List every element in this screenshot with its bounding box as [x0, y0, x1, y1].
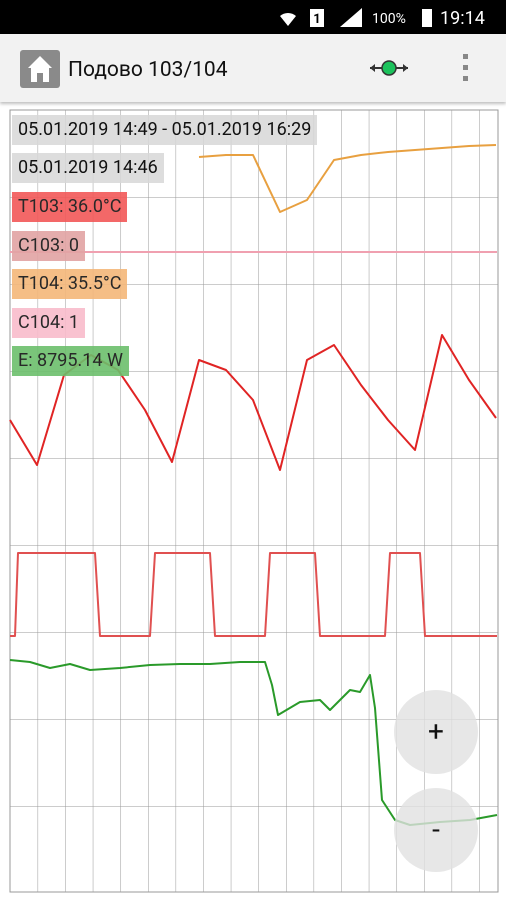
- legend-entry: T104: 35.5°C: [12, 269, 128, 299]
- horizontal-grid: [10, 110, 498, 892]
- status-bar: 1 100% 19:14: [0, 0, 506, 34]
- connection-button[interactable]: [370, 60, 408, 76]
- plot-frame: [9, 109, 499, 893]
- zoom-out-button[interactable]: -: [394, 788, 478, 872]
- clock: 19:14: [440, 8, 485, 29]
- app-bar-icons: Подово 103/104: [20, 50, 468, 88]
- cursor-label: 05.01.2019 14:46: [12, 153, 164, 183]
- legend-entry: C104: 1: [12, 307, 86, 338]
- status-icons: 1 100% 19:14: [280, 8, 485, 29]
- range-label: 05.01.2019 14:49 - 05.01.2019 16:29: [12, 115, 318, 145]
- series-line: [10, 552, 497, 637]
- zoom-in-button[interactable]: +: [394, 690, 478, 774]
- menu-button[interactable]: [463, 54, 468, 81]
- legend-entry: C103: 0: [12, 230, 86, 261]
- home-button[interactable]: [20, 50, 60, 88]
- app-bar: Подово 103/104: [0, 34, 506, 102]
- series-line: [198, 144, 497, 213]
- battery-level: 100%: [372, 11, 406, 27]
- legend-entry: E: 8795.14 W: [12, 346, 129, 376]
- sim-slot: 1: [313, 12, 320, 27]
- screen-title: Подово 103/104: [68, 58, 228, 82]
- series-line: [9, 659, 498, 826]
- legend-entry: T103: 36.0°C: [12, 192, 128, 222]
